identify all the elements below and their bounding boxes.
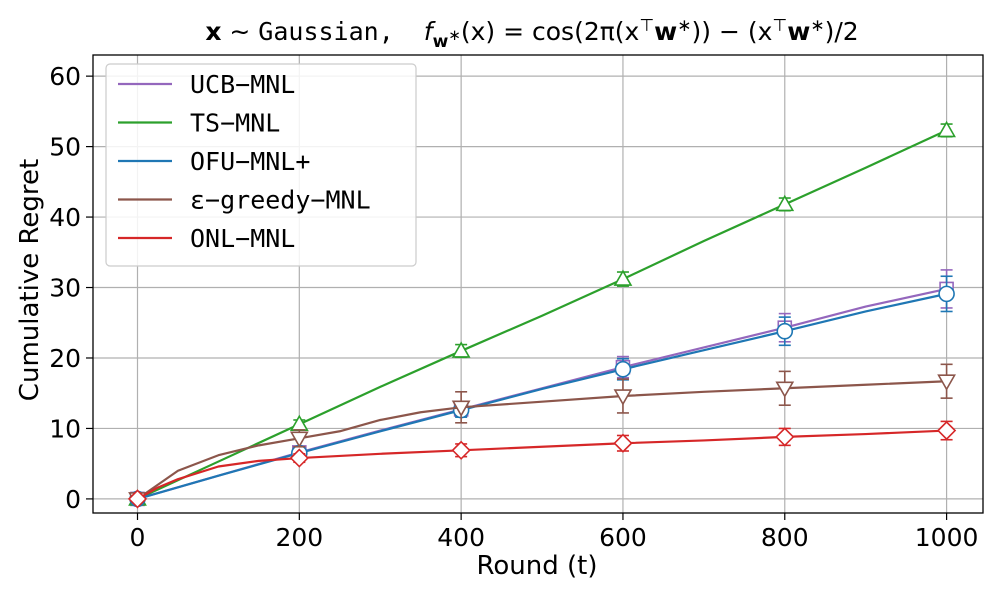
ticks: 0 200 400 600 800 1000 0 10 20 30 40 50 60 <box>49 62 978 552</box>
x-tick-label: 800 <box>761 523 809 552</box>
title-f-sub: w <box>433 32 449 52</box>
data-point <box>776 322 794 340</box>
y-tick-label: 20 <box>49 344 81 373</box>
y-tick-label: 50 <box>49 133 81 162</box>
y-tick-label: 10 <box>49 414 81 443</box>
x-tick-label: 600 <box>599 523 647 552</box>
title-distribution: Gaussian, <box>258 17 393 46</box>
data-point <box>775 427 795 447</box>
y-tick-label: 40 <box>49 203 81 232</box>
legend-label: UCB−MNL <box>190 70 295 99</box>
legend-label: OFU−MNL+ <box>190 147 310 176</box>
data-point <box>936 420 957 441</box>
legend-label: ε−greedy−MNL <box>190 186 371 215</box>
x-tick-label: 400 <box>437 523 485 552</box>
y-tick-label: 30 <box>49 274 81 303</box>
series-square <box>130 269 954 507</box>
legend-label: TS−MNL <box>190 109 280 138</box>
data-point <box>775 194 795 212</box>
data-point <box>937 120 956 138</box>
data-point <box>289 431 309 448</box>
series-diamond <box>127 420 957 509</box>
data-point <box>613 389 633 406</box>
data-point <box>613 433 633 453</box>
data-point <box>289 448 309 468</box>
series-circle <box>129 275 955 508</box>
legend-label: ONL−MNL <box>190 224 295 253</box>
data-point <box>127 489 148 509</box>
plot-frame <box>92 54 984 514</box>
x-tick-label: 1000 <box>915 523 979 552</box>
title-mid: )) − (x <box>692 17 773 46</box>
series-line <box>137 292 947 500</box>
chart-title: x ∼ Gaussian, fw∗(x) = cos(2π(x⊤w∗)) − (x… <box>205 16 858 52</box>
data-point <box>937 374 956 391</box>
series-line <box>137 129 948 500</box>
title-star-1: ∗ <box>677 16 691 36</box>
title-top-2: ⊤ <box>772 16 787 36</box>
data-point <box>938 285 955 303</box>
title-tilde: ∼ <box>221 17 258 46</box>
series-triangle-up <box>128 120 956 506</box>
legend-box <box>105 63 417 267</box>
title-w-2: w <box>787 17 810 46</box>
legend: UCB−MNL TS−MNL OFU−MNL+ ε−greedy−MNL ONL−MNL <box>105 63 417 267</box>
y-tick-label: 0 <box>65 485 81 514</box>
data-point <box>775 381 795 398</box>
series-line <box>136 429 947 500</box>
title-top-1: ⊤ <box>639 16 654 36</box>
title-star-2: ∗ <box>810 16 824 36</box>
x-axis-label: Round (t) <box>476 551 597 581</box>
title-f-sub-star: ∗ <box>448 26 461 44</box>
data-point <box>451 440 471 460</box>
data-point <box>451 400 471 417</box>
data-point <box>614 360 632 378</box>
y-tick-label: 60 <box>49 62 81 91</box>
title-w-1: w <box>654 17 677 46</box>
data-point <box>289 414 309 432</box>
title-x: x <box>205 17 221 46</box>
title-end: )/2 <box>825 17 859 46</box>
y-axis-label: Cumulative Regret <box>15 159 45 401</box>
x-tick-label: 0 <box>130 523 146 552</box>
series-line <box>136 380 947 500</box>
series-layer <box>127 120 957 509</box>
data-point <box>451 341 471 358</box>
data-point <box>613 269 633 286</box>
x-tick-label: 200 <box>275 523 323 552</box>
title-args: (x) = cos(2π(x <box>461 17 639 46</box>
